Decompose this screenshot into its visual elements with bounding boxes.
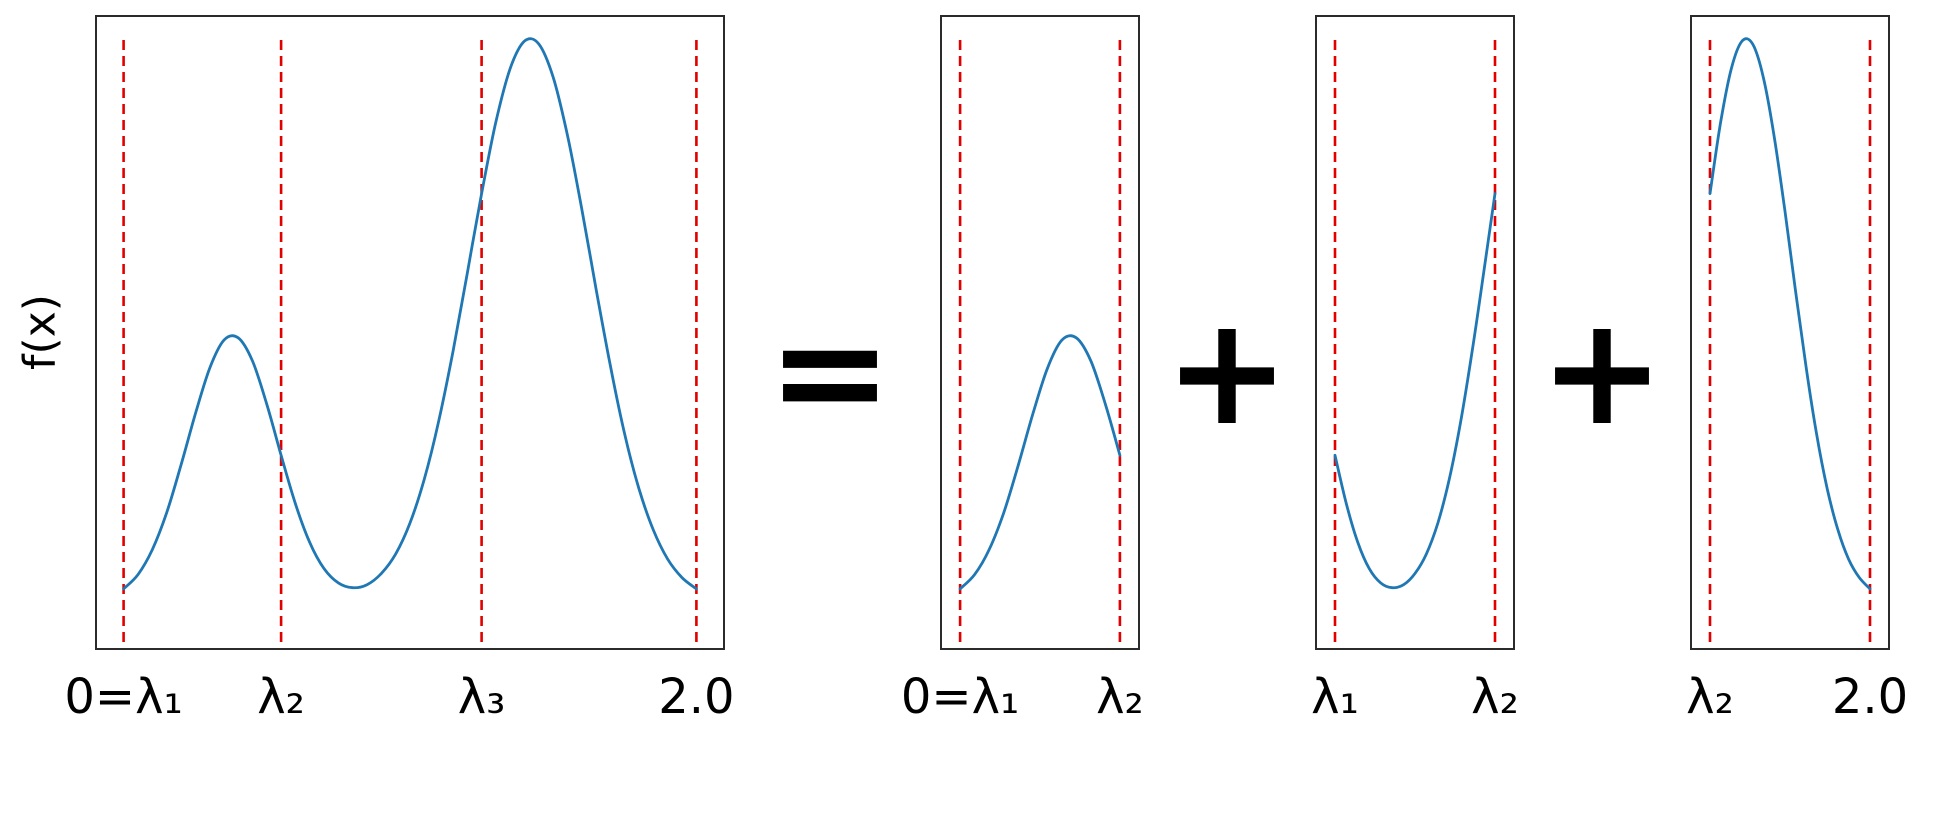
x-tick-labels-full: 0=λ₁ λ₂ λ₃ 2.0 (64, 665, 734, 735)
axes-frame (1315, 15, 1515, 650)
x-tick-label: 2.0 (658, 669, 735, 725)
y-axis-label: f(x) (14, 294, 66, 370)
x-tick-label: 0=λ₁ (900, 669, 1020, 725)
plot-piece-1: 0=λ₁ λ₂ (901, 15, 1144, 721)
x-tick-labels-piece-2: λ₁ λ₂ (1311, 665, 1519, 735)
plot-full-function: 0=λ₁ λ₂ λ₃ 2.0 (64, 15, 735, 721)
function-curve (1708, 37, 1872, 591)
x-tick-label: λ₂ (257, 669, 305, 725)
axes-frame (1690, 15, 1890, 650)
plot-canvas-piece-1 (940, 15, 1140, 650)
axes-frame (940, 15, 1140, 650)
x-tick-label: λ₂ (1096, 669, 1144, 725)
x-tick-label: λ₁ (1311, 669, 1359, 725)
function-curve (1333, 192, 1497, 590)
x-tick-labels-piece-1: 0=λ₁ λ₂ (901, 665, 1144, 735)
x-tick-label: λ₂ (1686, 669, 1734, 725)
x-tick-label: λ₃ (457, 669, 506, 725)
plot-piece-2: λ₁ λ₂ (1311, 15, 1519, 721)
x-tick-label: λ₂ (1471, 669, 1519, 725)
function-curve (958, 334, 1122, 591)
function-curve (122, 37, 698, 591)
x-tick-label: 2.0 (1831, 669, 1909, 725)
x-tick-label: 0=λ₁ (64, 669, 183, 725)
plot-canvas-piece-2 (1315, 15, 1515, 650)
plot-piece-3: λ₂ 2.0 (1686, 15, 1908, 721)
plot-canvas-piece-3 (1690, 15, 1890, 650)
axes-frame (95, 15, 725, 650)
x-tick-labels-piece-3: λ₂ 2.0 (1686, 665, 1908, 735)
plus-sign: + (1539, 285, 1665, 459)
plot-canvas-full (95, 15, 725, 650)
plus-sign: + (1164, 285, 1290, 459)
equals-sign: = (767, 285, 893, 459)
